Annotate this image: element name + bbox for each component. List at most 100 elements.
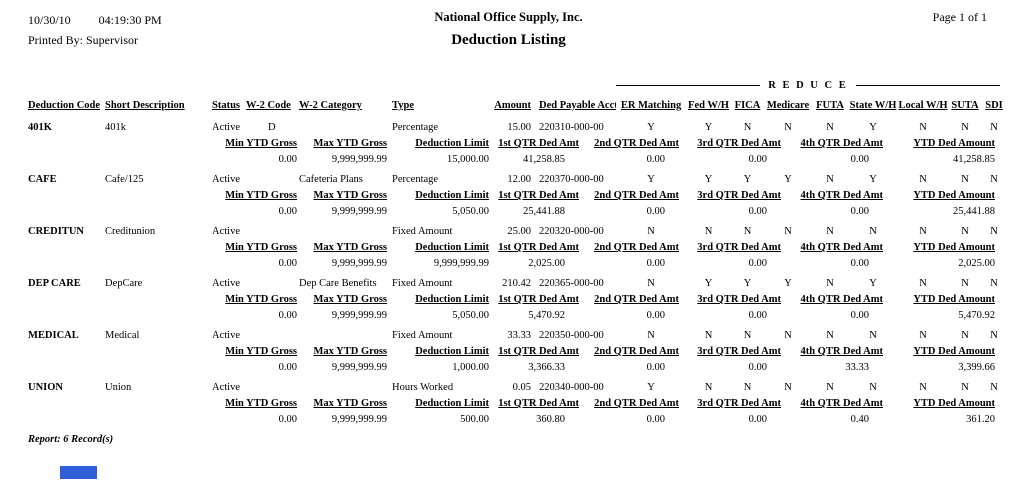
subcol-max-ytd-gross: Max YTD Gross (313, 190, 388, 201)
value-q3-ded-amt: 0.00 (748, 310, 767, 321)
cell-short-description: DepCare (105, 278, 143, 289)
flag-state-wh: Y (869, 122, 877, 133)
print-date: 10/30/10 (28, 13, 71, 27)
sub-values-spacer (28, 412, 215, 428)
header-center: National Office Supply, Inc. Deduction L… (0, 10, 1017, 49)
cell-status: Active (212, 174, 240, 185)
cell-w2-code (246, 380, 299, 396)
value-ytd-ded-amount: 25,441.88 (953, 206, 995, 217)
subcol-q4-ded-amt: 4th QTR Ded Amt (800, 346, 883, 357)
flag-er-matching: N (647, 278, 655, 289)
cell-status: Active (212, 226, 240, 237)
sub-values-spacer (28, 152, 215, 168)
cell-w2-category: Cafeteria Plans (299, 174, 363, 185)
flag-fed-wh: N (704, 382, 713, 393)
record-sub-header-row: Min YTD Gross Max YTD Gross Deduction Li… (0, 136, 1017, 152)
subcol-ytd-ded-amount: YTD Ded Amount (913, 398, 995, 409)
col-short-description: Short Description (105, 100, 185, 111)
value-q4-ded-amt: 0.00 (850, 154, 869, 165)
subcol-q4-ded-amt: 4th QTR Ded Amt (800, 190, 883, 201)
subcol-max-ytd-gross: Max YTD Gross (313, 346, 388, 357)
print-time: 04:19:30 PM (98, 13, 162, 27)
cell-w2-category (299, 120, 392, 136)
cell-deduction-code: UNION (28, 382, 64, 393)
cell-type: Fixed Amount (392, 226, 453, 237)
cell-amount: 25.00 (507, 226, 531, 237)
deduction-record: CREDITUN Creditunion Active Fixed Amount… (0, 224, 1017, 272)
flag-suta: N (961, 330, 969, 341)
cell-w2-code (246, 276, 299, 292)
subcol-ytd-ded-amount: YTD Ded Amount (913, 294, 995, 305)
value-min-ytd-gross: 0.00 (278, 310, 297, 321)
value-max-ytd-gross: 9,999,999.99 (331, 310, 387, 321)
col-er-matching: ER Matching (620, 100, 682, 111)
sub-header-spacer (28, 344, 215, 360)
flag-fed-wh: N (704, 226, 713, 237)
value-q2-ded-amt: 0.00 (646, 414, 665, 425)
value-ytd-ded-amount: 5,470.92 (958, 310, 995, 321)
col-fed-wh: Fed W/H (688, 100, 729, 111)
value-q1-ded-amt: 360.80 (536, 414, 565, 425)
value-q1-ded-amt: 2,025.00 (528, 258, 565, 269)
report-header: 10/30/10 04:19:30 PM Printed By: Supervis… (0, 0, 1017, 68)
cell-short-description: Union (105, 382, 132, 393)
record-sub-values-row: 0.00 9,999,999.99 5,050.00 25,441.88 0.0… (0, 204, 1017, 220)
record-sub-header-row: Min YTD Gross Max YTD Gross Deduction Li… (0, 292, 1017, 308)
flag-futa: N (826, 174, 834, 185)
subcol-min-ytd-gross: Min YTD Gross (225, 138, 297, 149)
scrollbar-thumb[interactable] (60, 466, 97, 479)
flag-er-matching: Y (647, 122, 655, 133)
flag-fica: N (743, 382, 752, 393)
cell-amount: 12.00 (507, 174, 531, 185)
cell-ded-payable-acct: 220340-000-00 (539, 382, 604, 393)
record-main-row: CREDITUN Creditunion Active Fixed Amount… (0, 224, 1017, 240)
reduce-line-left (616, 85, 761, 86)
flag-er-matching: N (647, 330, 655, 341)
record-sub-header-row: Min YTD Gross Max YTD Gross Deduction Li… (0, 188, 1017, 204)
value-q4-ded-amt: 0.00 (850, 206, 869, 217)
subcol-max-ytd-gross: Max YTD Gross (313, 138, 388, 149)
cell-short-description: Creditunion (105, 226, 156, 237)
cell-short-description: Cafe/125 (105, 174, 144, 185)
flag-local-wh: N (919, 330, 927, 341)
flag-fed-wh: N (704, 330, 713, 341)
flag-fed-wh: Y (704, 122, 713, 133)
flag-futa: N (826, 382, 834, 393)
subcol-q4-ded-amt: 4th QTR Ded Amt (800, 138, 883, 149)
cell-w2-category (299, 328, 392, 344)
subcol-ytd-ded-amount: YTD Ded Amount (913, 138, 995, 149)
cell-short-description: Medical (105, 330, 140, 341)
reduce-line-right (855, 85, 1000, 86)
flag-fica: N (743, 330, 752, 341)
flag-fed-wh: Y (704, 174, 713, 185)
datetime-row: 10/30/10 04:19:30 PM (28, 10, 162, 30)
record-main-row: DEP CARE DepCare Active Dep Care Benefit… (0, 276, 1017, 292)
value-q3-ded-amt: 0.00 (748, 154, 767, 165)
cell-amount: 210.42 (502, 278, 531, 289)
value-q3-ded-amt: 0.00 (748, 258, 767, 269)
subcol-max-ytd-gross: Max YTD Gross (313, 242, 388, 253)
value-deduction-limit: 15,000.00 (447, 154, 489, 165)
value-q2-ded-amt: 0.00 (646, 154, 665, 165)
cell-ded-payable-acct: 220320-000-00 (539, 226, 604, 237)
cell-type: Percentage (392, 174, 439, 185)
cell-deduction-code: DEP CARE (28, 278, 81, 289)
value-deduction-limit: 9,999,999.99 (433, 258, 489, 269)
flag-er-matching: Y (647, 174, 655, 185)
cell-w2-code (246, 328, 299, 344)
value-q3-ded-amt: 0.00 (748, 414, 767, 425)
value-ytd-ded-amount: 2,025.00 (958, 258, 995, 269)
subcol-ytd-ded-amount: YTD Ded Amount (913, 190, 995, 201)
sub-values-spacer (28, 360, 215, 376)
flag-medicare: N (784, 382, 792, 393)
value-q4-ded-amt: 33.33 (845, 362, 869, 373)
subcol-q4-ded-amt: 4th QTR Ded Amt (800, 294, 883, 305)
reduce-label: R E D U C E (768, 80, 848, 91)
value-q3-ded-amt: 0.00 (748, 206, 767, 217)
subcol-q3-ded-amt: 3rd QTR Ded Amt (697, 242, 781, 253)
subcol-q3-ded-amt: 3rd QTR Ded Amt (697, 294, 781, 305)
cell-ded-payable-acct: 220310-000-00 (539, 122, 604, 133)
col-state-wh: State W/H (849, 100, 897, 111)
value-max-ytd-gross: 9,999,999.99 (331, 258, 387, 269)
record-sub-values-row: 0.00 9,999,999.99 1,000.00 3,366.33 0.00… (0, 360, 1017, 376)
